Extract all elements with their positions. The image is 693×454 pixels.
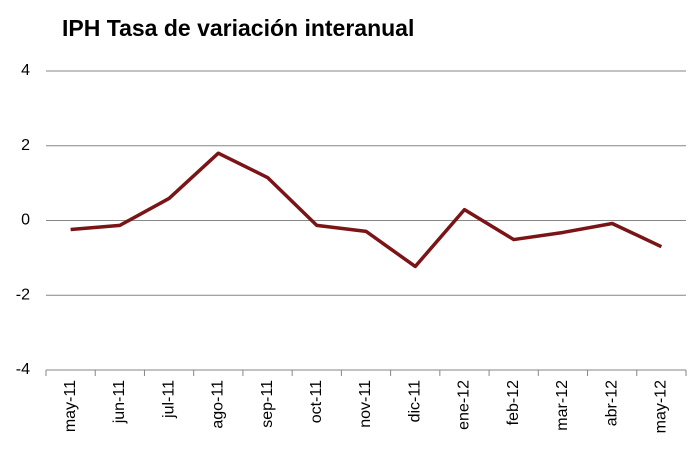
x-tick-label: ago-11 [210, 380, 227, 429]
y-tick-label: 0 [21, 212, 30, 229]
x-tick-label: ene-12 [456, 380, 473, 430]
x-tick-label: may-12 [653, 380, 670, 433]
chart-title: IPH Tasa de variación interanual [62, 15, 414, 41]
y-tick-label: -4 [16, 361, 30, 378]
x-tick-label: jun-11 [111, 380, 128, 424]
y-tick-label: 2 [21, 137, 30, 154]
x-tick-label: dic-11 [406, 380, 423, 422]
x-tick-label: feb-12 [505, 380, 522, 425]
x-tick-label: jul-11 [160, 380, 177, 419]
y-tick-label: 4 [21, 62, 30, 79]
data-line [70, 151, 663, 269]
y-tick-label: -2 [16, 286, 30, 303]
x-tick-label: mar-12 [554, 380, 571, 431]
x-tick-label: may-11 [62, 380, 79, 432]
x-tick-label: nov-11 [357, 380, 374, 428]
x-tick-label: abr-12 [603, 380, 620, 426]
x-tick-label: sep-11 [259, 380, 276, 428]
x-tick-label: oct-11 [308, 380, 325, 423]
